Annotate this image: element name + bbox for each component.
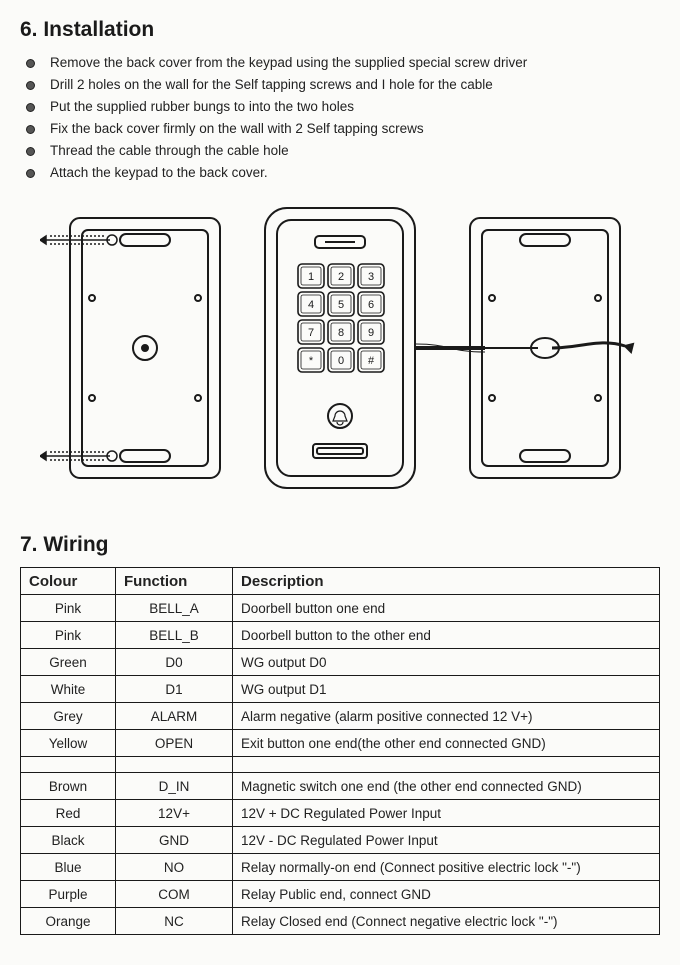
wiring-row: Red12V+12V + DC Regulated Power Input <box>21 800 660 827</box>
wire-description: Relay Closed end (Connect negative elect… <box>233 908 660 935</box>
keypad-install-svg: 1 2 3 4 5 6 7 8 9 * 0 # <box>40 198 640 498</box>
wire-description: Relay Public end, connect GND <box>233 881 660 908</box>
keypad-key-label: 8 <box>338 327 344 339</box>
section-7-heading: 7. Wiring <box>20 533 660 557</box>
manual-page: 6. Installation Remove the back cover fr… <box>0 0 680 965</box>
install-step: Put the supplied rubber bungs to into th… <box>20 96 660 118</box>
keypad-key-label: 3 <box>368 271 374 283</box>
wire-colour: Green <box>21 649 116 676</box>
wire-description: Magnetic switch one end (the other end c… <box>233 773 660 800</box>
col-description: Description <box>233 568 660 595</box>
install-step: Fix the back cover firmly on the wall wi… <box>20 118 660 140</box>
installation-steps-list: Remove the back cover from the keypad us… <box>20 52 660 184</box>
install-step: Thread the cable through the cable hole <box>20 140 660 162</box>
install-step: Attach the keypad to the back cover. <box>20 162 660 184</box>
wiring-header-row: Colour Function Description <box>21 568 660 595</box>
wire-description: Alarm negative (alarm positive connected… <box>233 703 660 730</box>
wire-description: 12V - DC Regulated Power Input <box>233 827 660 854</box>
wire-description: Doorbell button one end <box>233 595 660 622</box>
wire-colour: Grey <box>21 703 116 730</box>
section-6-heading: 6. Installation <box>20 18 660 42</box>
wire-function: D0 <box>116 649 233 676</box>
wire-description: Doorbell button to the other end <box>233 622 660 649</box>
keypad-key-label: 0 <box>338 355 344 367</box>
wire-function: ALARM <box>116 703 233 730</box>
wire-description: WG output D0 <box>233 649 660 676</box>
install-step: Remove the back cover from the keypad us… <box>20 52 660 74</box>
keypad-key-label: * <box>309 355 314 367</box>
wiring-row: GreyALARMAlarm negative (alarm positive … <box>21 703 660 730</box>
wire-function: BELL_A <box>116 595 233 622</box>
col-colour: Colour <box>21 568 116 595</box>
wiring-row: BlackGND12V - DC Regulated Power Input <box>21 827 660 854</box>
wiring-row: WhiteD1WG output D1 <box>21 676 660 703</box>
keypad-key-label: 2 <box>338 271 344 283</box>
wiring-row: YellowOPENExit button one end(the other … <box>21 730 660 757</box>
keypad-key-label: 7 <box>308 327 314 339</box>
wire-colour: Yellow <box>21 730 116 757</box>
wire-function: NO <box>116 854 233 881</box>
keypad-key-label: 6 <box>368 299 374 311</box>
wiring-row: PinkBELL_ADoorbell button one end <box>21 595 660 622</box>
wire-function: OPEN <box>116 730 233 757</box>
wiring-row: OrangeNCRelay Closed end (Connect negati… <box>21 908 660 935</box>
wire-description: WG output D1 <box>233 676 660 703</box>
wire-description: Exit button one end(the other end connec… <box>233 730 660 757</box>
wire-function: 12V+ <box>116 800 233 827</box>
wire-function: GND <box>116 827 233 854</box>
wiring-gap-row <box>21 757 660 773</box>
wire-function: NC <box>116 908 233 935</box>
wiring-row: PurpleCOMRelay Public end, connect GND <box>21 881 660 908</box>
wire-function: D_IN <box>116 773 233 800</box>
wiring-row: GreenD0WG output D0 <box>21 649 660 676</box>
wire-function: BELL_B <box>116 622 233 649</box>
wire-colour: Pink <box>21 622 116 649</box>
wire-colour: Purple <box>21 881 116 908</box>
wiring-row: BlueNORelay normally-on end (Connect pos… <box>21 854 660 881</box>
keypad-key-label: 5 <box>338 299 344 311</box>
wire-colour: Orange <box>21 908 116 935</box>
wire-colour: Blue <box>21 854 116 881</box>
col-function: Function <box>116 568 233 595</box>
wire-colour: Pink <box>21 595 116 622</box>
installation-diagram: 1 2 3 4 5 6 7 8 9 * 0 # <box>20 198 660 503</box>
wire-colour: Brown <box>21 773 116 800</box>
wire-description: 12V + DC Regulated Power Input <box>233 800 660 827</box>
install-step: Drill 2 holes on the wall for the Self t… <box>20 74 660 96</box>
keypad-key-label: 9 <box>368 327 374 339</box>
wire-colour: Red <box>21 800 116 827</box>
keypad-key-label: 4 <box>308 299 314 311</box>
keypad-key-label: # <box>368 355 375 367</box>
wire-colour: Black <box>21 827 116 854</box>
wiring-row: PinkBELL_BDoorbell button to the other e… <box>21 622 660 649</box>
wiring-row: BrownD_INMagnetic switch one end (the ot… <box>21 773 660 800</box>
wire-colour: White <box>21 676 116 703</box>
keypad-key-label: 1 <box>308 271 314 283</box>
wiring-table: Colour Function Description PinkBELL_ADo… <box>20 567 660 935</box>
wire-function: D1 <box>116 676 233 703</box>
wire-function: COM <box>116 881 233 908</box>
wire-description: Relay normally-on end (Connect positive … <box>233 854 660 881</box>
